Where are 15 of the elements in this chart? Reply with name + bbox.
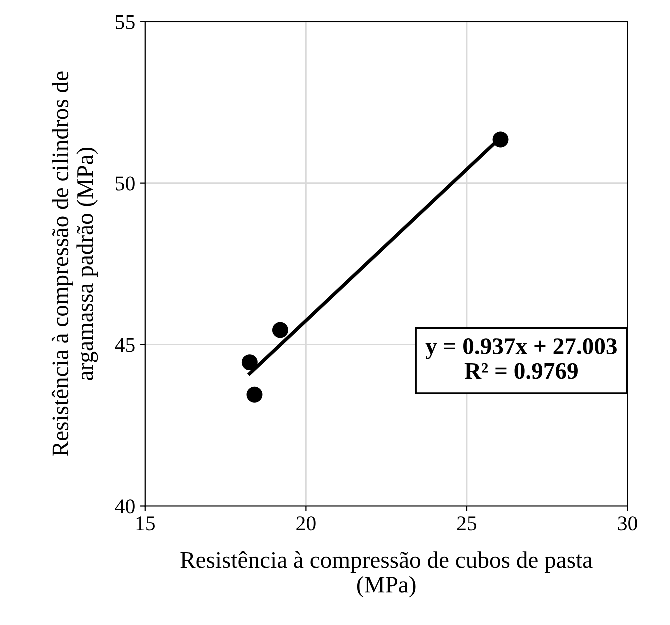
y-axis-title: Resistência à compressão de cilindros de argamassa padrão (MPa) xyxy=(52,72,98,456)
point xyxy=(272,322,288,338)
point xyxy=(242,354,258,371)
annotation: y = 0.937x + 27.003 R² = 0.9769 xyxy=(426,338,617,380)
point xyxy=(492,132,509,148)
y-tick-label: 40 xyxy=(115,500,135,514)
x-tick-label: 20 xyxy=(296,516,316,531)
y-tick-label: 45 xyxy=(115,338,135,352)
x-tick-label: 30 xyxy=(618,516,638,531)
y-tick-label: 55 xyxy=(116,15,135,30)
point xyxy=(246,386,263,403)
y-tick-label: 50 xyxy=(116,176,135,191)
x-tick-label: 25 xyxy=(457,516,477,531)
x-tick-label: 15 xyxy=(136,516,155,531)
x-axis-title: Resistência à compressão de cubos de pasta (MPa) xyxy=(180,552,593,598)
